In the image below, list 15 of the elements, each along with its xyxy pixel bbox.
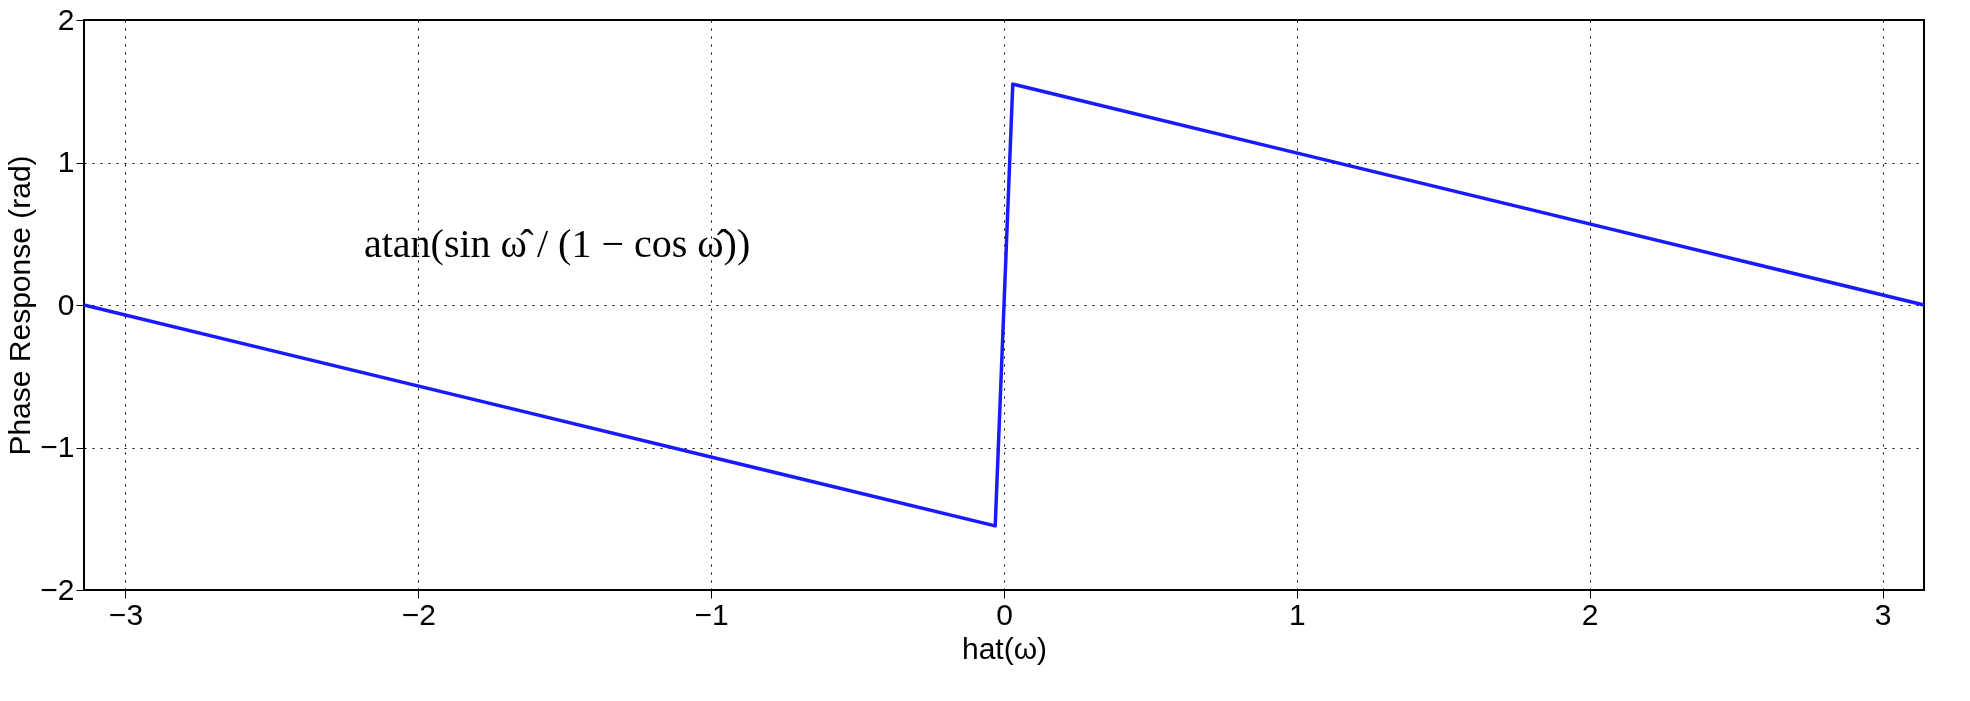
x-axis-title: hat(ω)	[961, 631, 1048, 665]
y-tick-label: 0	[57, 287, 75, 321]
y-tick-label: −2	[40, 572, 75, 606]
y-tick-label: 1	[57, 145, 75, 178]
x-tick-label: 1	[1289, 597, 1306, 631]
y-axis-title: Phase Response (rad)	[3, 155, 37, 456]
annotation: atan(sin ω̂ / (1 − cos ω̂))	[364, 221, 751, 266]
x-tick-label: −1	[694, 597, 729, 631]
x-tick-label: 0	[996, 597, 1013, 631]
x-tick-label: −2	[401, 597, 436, 631]
x-tick-label: −3	[108, 597, 144, 631]
x-tick-label: 2	[1581, 597, 1599, 631]
y-tick-label: 2	[57, 2, 75, 36]
y-tick-label: −1	[40, 430, 75, 463]
x-tick-label: 3	[1874, 597, 1892, 631]
